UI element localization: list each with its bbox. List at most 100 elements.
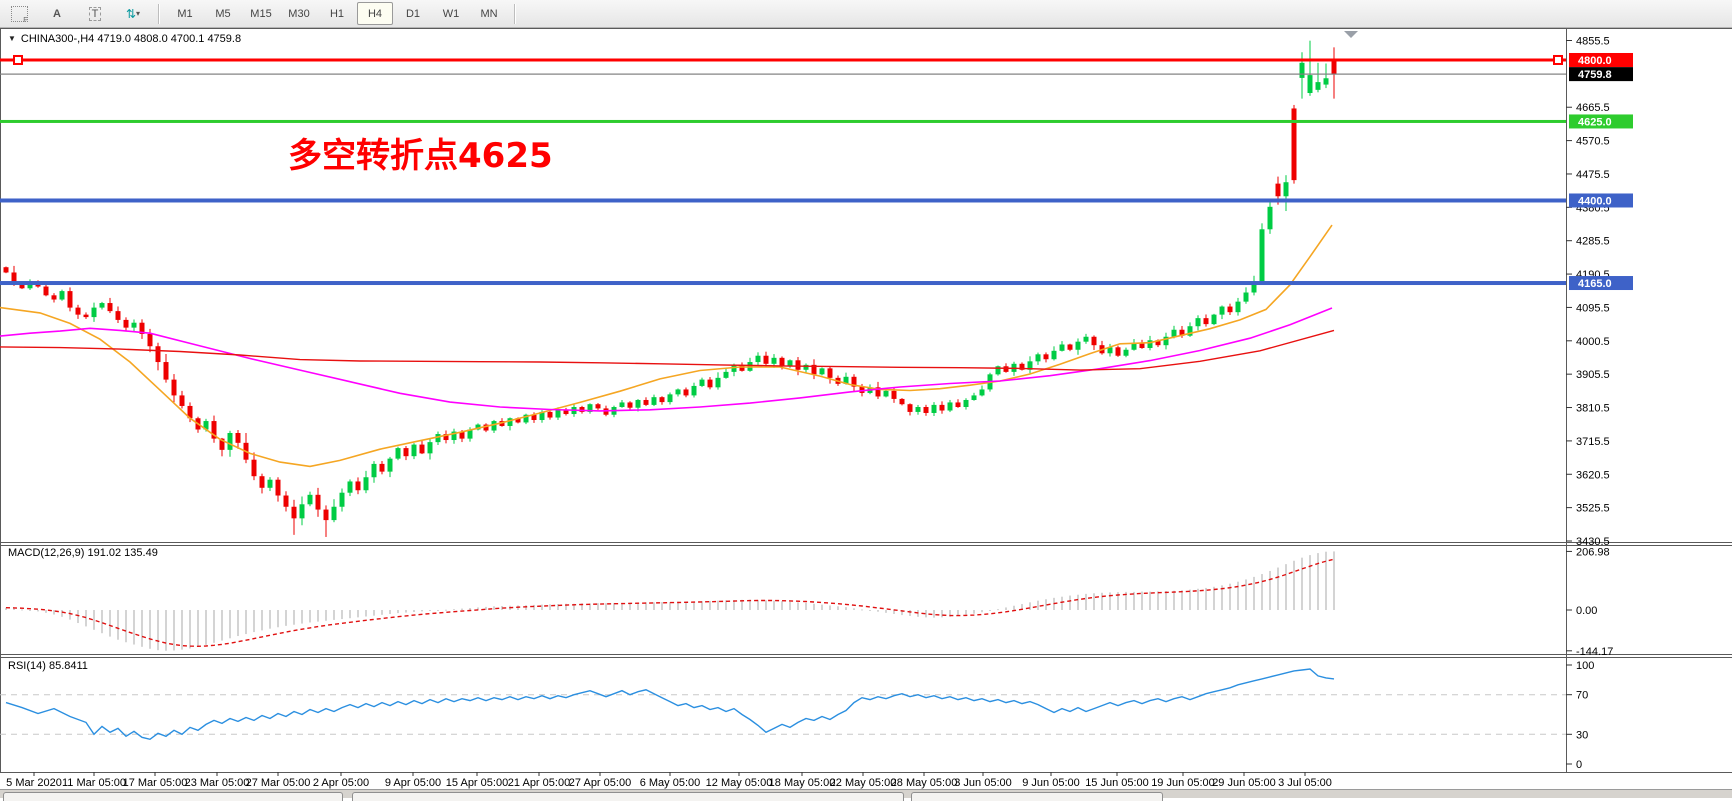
time-tick [93,772,95,776]
scroll-end-icon[interactable] [1344,31,1358,38]
timeframe-button-d1[interactable]: D1 [405,7,421,20]
price-tick [1566,306,1572,308]
price-tick [1566,173,1572,175]
time-tick [1050,772,1052,776]
timeframe-button-h4[interactable]: H4 [357,2,393,25]
level-line-handle[interactable] [1553,54,1563,65]
time-tick [412,772,414,776]
panel-border [0,654,1732,655]
time-tick [738,772,740,776]
time-tick-label: 27 Mar 05:00 [246,777,311,789]
font-a-button[interactable]: A [39,2,75,25]
price-tick-label: 4095.5 [1576,302,1610,314]
time-tick-label: 22 May 05:00 [830,777,897,789]
symbol-ohlc-line: ▼ CHINA300-,H4 4719.0 4808.0 4700.1 4759.… [8,33,242,45]
cycles-button[interactable]: ⇅ ▾ [115,2,151,25]
level-price-flag-text: 4800.0 [1578,55,1612,67]
price-tick-label: 3620.5 [1576,469,1610,481]
toolbar: F A T ⇅ ▾ M1 M5 M15 M30 H1 H4 D1 W1 MN [0,0,1732,28]
time-tick [277,772,279,776]
rsi-tick-label: 70 [1576,690,1588,702]
panel-border [0,542,1732,543]
macd-signal-line [5,558,1335,648]
price-tick [1566,240,1572,242]
price-tick-label: 3905.5 [1576,369,1610,381]
macd-indicator-label: MACD(12,26,9) 191.02 135.49 [8,547,158,559]
level-line-4165.0[interactable] [0,281,1566,286]
rsi-line [5,668,1335,741]
toolbar-separator [514,3,516,24]
timeframe-button-mn[interactable]: MN [480,7,498,20]
macd-tick-label: -144.17 [1576,646,1613,658]
time-tick-label: 19 Jun 05:00 [1151,777,1215,789]
rsi-indicator-label: RSI(14) 85.8411 [8,660,88,672]
time-tick [476,772,478,776]
rsi-tick-label: 100 [1576,660,1594,672]
templates-grid-icon: F [10,5,28,24]
time-tick-label: 3 Jul 05:00 [1278,777,1332,789]
time-tick [1243,772,1245,776]
time-tick [982,772,984,776]
time-tick [216,772,218,776]
level-line-4800.0[interactable] [0,58,1566,62]
level-price-flag-text: 4400.0 [1578,195,1612,207]
price-tick-label: 4285.5 [1576,236,1610,248]
ma-orange [0,224,1333,468]
price-tick [1566,407,1572,409]
level-line-handle[interactable] [13,54,23,65]
level-line-4625.0[interactable] [0,119,1566,123]
macd-tick [1566,650,1572,652]
time-tick-label: 15 Apr 05:00 [446,777,508,789]
timeframe-button-m15[interactable]: M15 [250,7,272,20]
text-label-button[interactable]: T [77,2,113,25]
cycles-arrows-icon: ⇅ [125,6,136,21]
timeframe-button-m1[interactable]: M1 [177,7,193,20]
chart-annotation-text[interactable]: 多空转折点4625 [288,136,553,176]
price-tick [1566,473,1572,475]
price-tick-label: 3810.5 [1576,403,1610,415]
toolbar-separator [158,3,160,24]
rsi-tick-label: 30 [1576,729,1588,741]
price-tick-label: 3715.5 [1576,436,1610,448]
rsi-tick [1566,763,1572,765]
time-tick [669,772,671,776]
price-tick [1566,273,1572,275]
chart-window[interactable]: 4855.5 4665.5 4570.5 4475.5 4380.5 4285.5 4190… [0,28,1732,797]
time-tick [1116,772,1118,776]
time-tick-label: 28 May 05:00 [891,777,958,789]
price-tick-label: 4475.5 [1576,169,1610,181]
macd-histogram [5,551,1335,651]
chart-canvas[interactable]: 4855.54665.54570.54475.54380.54285.54190… [0,28,1732,797]
ma-magenta [0,307,1333,412]
chevron-down-icon: ▾ [136,9,141,18]
time-tick [538,772,540,776]
level-price-flag-text: 4165.0 [1578,278,1612,290]
current-price-flag [1569,67,1633,82]
time-tick [340,772,342,776]
time-tick-label: 9 Apr 05:00 [385,777,441,789]
time-tick [1182,772,1184,776]
level-line-4400.0[interactable] [0,198,1566,203]
price-tick-label: 4000.5 [1576,336,1610,348]
time-tick-label: 12 May 05:00 [706,777,773,789]
price-tick-label: 3525.5 [1576,503,1610,515]
time-tick [862,772,864,776]
price-tick [1566,40,1572,41]
templates-grid-button[interactable]: F [1,2,37,25]
panel-border [0,545,1732,546]
price-tick [1566,340,1572,342]
time-tick-label: 17 Mar 05:00 [123,777,188,789]
level-price-flag [1569,276,1633,291]
current-price-flag-text: 4759.8 [1578,69,1612,81]
axis-border [1566,28,1567,772]
timeframe-button-w1[interactable]: W1 [442,7,460,20]
timeframe-button-m30[interactable]: M30 [288,7,310,20]
timeframe-button-m5[interactable]: M5 [215,7,231,20]
panel-border [0,657,1732,658]
time-tick [801,772,803,776]
symbol-dropdown-icon[interactable]: ▼ [8,34,16,43]
macd-tick-label: 0.00 [1576,605,1597,617]
time-tick [154,772,156,776]
price-tick-label: 4665.5 [1576,102,1610,114]
timeframe-button-h1[interactable]: H1 [329,7,345,20]
